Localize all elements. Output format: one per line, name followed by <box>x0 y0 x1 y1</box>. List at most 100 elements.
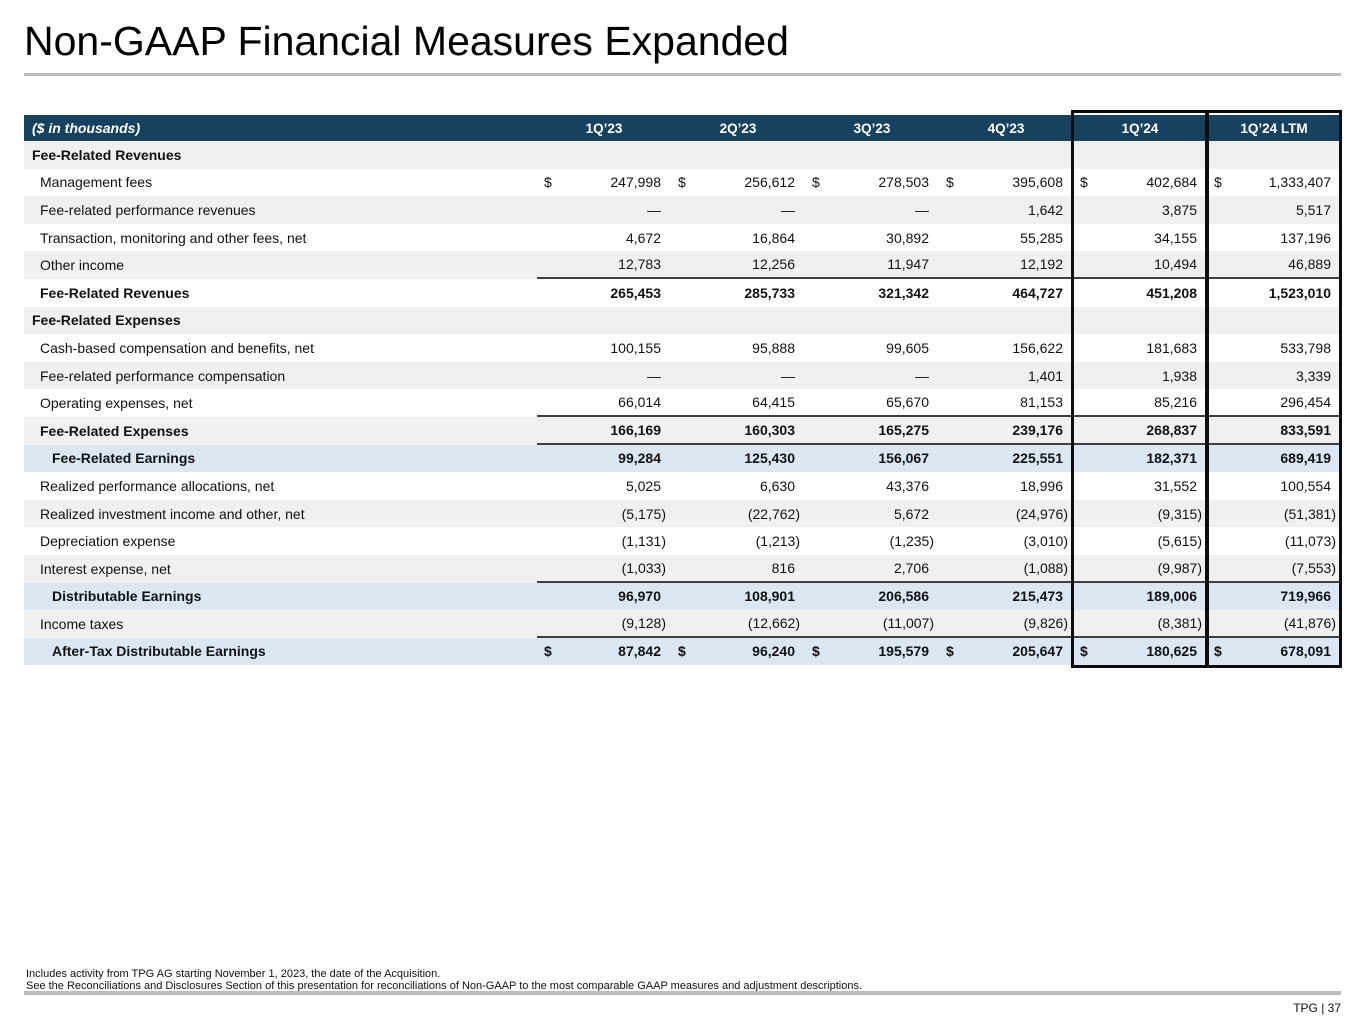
cell-value: (3,010) <box>939 527 1073 555</box>
value-text: 31,552 <box>1154 477 1197 494</box>
value-text: 11,947 <box>887 256 929 273</box>
value-text: 321,342 <box>878 284 929 301</box>
cell-value: 3,339 <box>1207 362 1341 390</box>
dollar-sign: $ <box>1080 643 1088 660</box>
cell-value: (9,826) <box>939 610 1073 638</box>
footnote-line: See the Reconciliations and Disclosures … <box>26 979 863 992</box>
row-label: Cash-based compensation and benefits, ne… <box>40 339 314 356</box>
cell-value: $195,579 <box>805 638 939 666</box>
value-text: 395,608 <box>1012 174 1063 191</box>
table-row: Management fees $247,998 $256,612 $278,503 $… <box>24 168 1341 197</box>
value-text: 256,612 <box>744 174 795 191</box>
row-label: Management fees <box>40 174 153 191</box>
cell-value: (1,213) <box>671 527 805 555</box>
cell-value: $205,647 <box>939 638 1073 666</box>
cell-value: 156,622 <box>939 334 1073 362</box>
cell-value: (12,662) <box>671 610 805 638</box>
value-text: 181,683 <box>1146 339 1197 356</box>
value-text: (5,615) <box>1157 533 1202 550</box>
dollar-sign: $ <box>544 643 552 660</box>
value-text: 125,430 <box>744 450 795 467</box>
table-row: Fee-Related Earnings 99,284 125,430 156,067… <box>24 444 1341 473</box>
cell-value: (1,088) <box>939 555 1073 583</box>
value-text: 66,014 <box>618 394 661 411</box>
table-row: Transaction, monitoring and other fees, … <box>24 223 1341 252</box>
table-row: Realized investment income and other, ne… <box>24 499 1341 528</box>
value-text: (9,128) <box>621 614 666 631</box>
cell-value: $180,625 <box>1073 638 1207 666</box>
cell-value: 451,208 <box>1073 279 1207 307</box>
cell-value: 125,430 <box>671 445 805 473</box>
column-header-5: 1Q’24 <box>1121 120 1159 136</box>
value-text: 166,169 <box>610 421 661 438</box>
cell-value: (5,175) <box>537 500 671 528</box>
value-text: 85,216 <box>1154 394 1197 411</box>
value-text: 1,938 <box>1161 367 1197 384</box>
page-title: Non-GAAP Financial Measures Expanded <box>24 18 789 64</box>
value-text: — <box>781 367 795 384</box>
table-row: Interest expense, net (1,033) 816 2,706 (1,0… <box>24 554 1341 583</box>
cell-value: 12,192 <box>939 251 1073 279</box>
cell-value: $402,684 <box>1073 169 1207 197</box>
cell-value: 16,864 <box>671 224 805 252</box>
cell-value: 108,901 <box>671 583 805 611</box>
footer-divider <box>24 991 1341 995</box>
cell-value: 189,006 <box>1073 583 1207 611</box>
value-text: 34,155 <box>1154 229 1197 246</box>
cell-value: 12,256 <box>671 251 805 279</box>
value-text: — <box>647 201 661 218</box>
cell-value: — <box>805 196 939 224</box>
cell-value: 1,642 <box>939 196 1073 224</box>
cell-value: 100,554 <box>1207 472 1341 500</box>
value-text: 182,371 <box>1146 450 1197 467</box>
cell-value: (7,553) <box>1207 555 1341 583</box>
row-label: Fee-Related Expenses <box>32 312 181 329</box>
row-label: Income taxes <box>40 615 124 632</box>
cell-value: $87,842 <box>537 638 671 666</box>
value-text: 402,684 <box>1146 174 1197 191</box>
cell-value: 1,401 <box>939 362 1073 390</box>
cell-value: (1,033) <box>537 555 671 583</box>
cell-value: $1,333,407 <box>1207 169 1341 197</box>
value-text: 3,339 <box>1295 367 1331 384</box>
cell-value: 206,586 <box>805 583 939 611</box>
cell-value: 268,837 <box>1073 417 1207 445</box>
cell-value: (5,615) <box>1073 527 1207 555</box>
cell-value: — <box>537 196 671 224</box>
value-text: 64,415 <box>752 394 795 411</box>
row-label: After-Tax Distributable Earnings <box>52 643 266 660</box>
cell-value: 43,376 <box>805 472 939 500</box>
cell-value: 1,523,010 <box>1207 279 1341 307</box>
value-text: 12,192 <box>1020 256 1063 273</box>
column-header-1: 1Q’23 <box>585 120 623 136</box>
row-label: Operating expenses, net <box>40 395 193 412</box>
value-text: (8,381) <box>1157 614 1202 631</box>
cell-value: 181,683 <box>1073 334 1207 362</box>
cell-value <box>1207 141 1341 169</box>
value-text: 99,605 <box>886 339 929 356</box>
dollar-sign: $ <box>946 643 954 660</box>
cell-value: 296,454 <box>1207 389 1341 417</box>
cell-value: (22,762) <box>671 500 805 528</box>
value-text: 4,672 <box>625 229 661 246</box>
cell-value: 2,706 <box>805 555 939 583</box>
row-label: Interest expense, net <box>40 560 171 577</box>
cell-value: — <box>805 362 939 390</box>
value-text: (9,315) <box>1157 505 1202 522</box>
cell-value: 464,727 <box>939 279 1073 307</box>
column-header-2: 2Q’23 <box>719 120 757 136</box>
value-text: 16,864 <box>752 229 795 246</box>
cell-value: $278,503 <box>805 169 939 197</box>
value-text: 6,630 <box>759 477 795 494</box>
value-text: (1,235) <box>889 533 934 550</box>
cell-value: $395,608 <box>939 169 1073 197</box>
value-text: 285,733 <box>744 284 795 301</box>
cell-value <box>537 307 671 335</box>
dollar-sign: $ <box>1214 174 1222 191</box>
cell-value <box>805 307 939 335</box>
row-label: Transaction, monitoring and other fees, … <box>40 229 307 246</box>
cell-value: — <box>671 196 805 224</box>
value-text: — <box>915 367 929 384</box>
cell-value: (8,381) <box>1073 610 1207 638</box>
value-text: 156,067 <box>878 450 929 467</box>
